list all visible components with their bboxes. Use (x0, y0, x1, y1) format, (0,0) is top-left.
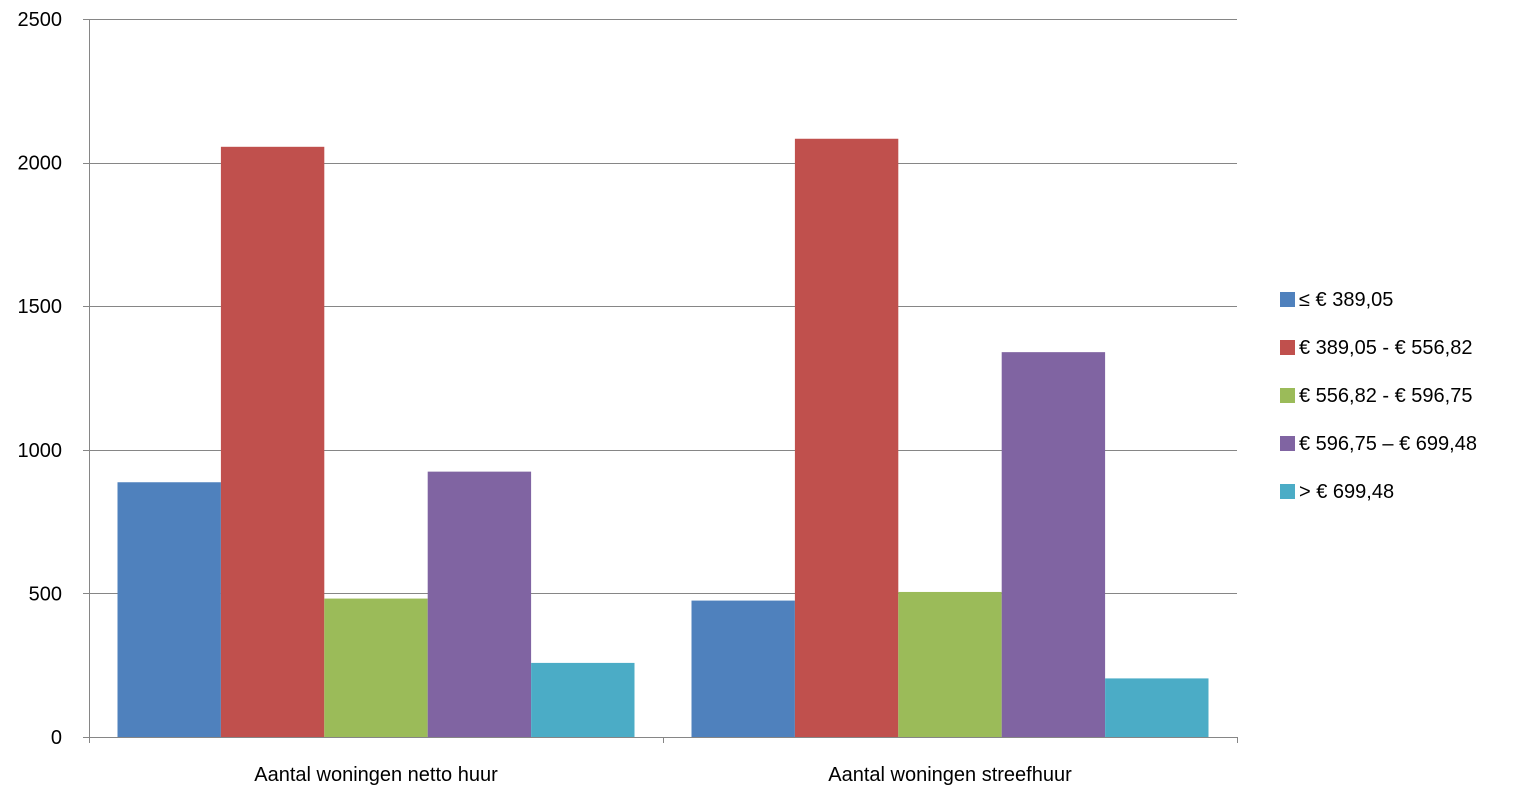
legend-swatch (1280, 484, 1295, 499)
legend-swatch (1280, 388, 1295, 403)
bar (898, 591, 1002, 737)
x-category-label: Aantal woningen streefhuur (828, 764, 1072, 786)
bar (220, 146, 325, 738)
y-tick-label: 0 (51, 727, 62, 749)
y-tick-label: 2500 (18, 9, 63, 31)
y-tick-label: 2000 (18, 153, 63, 175)
x-category-label: Aantal woningen netto huur (254, 764, 498, 786)
bars (117, 138, 1209, 738)
legend-label: € 556,82 - € 596,75 (1299, 385, 1472, 407)
y-tick-label: 1000 (18, 440, 63, 462)
bar (324, 598, 428, 737)
legend-swatch (1280, 436, 1295, 451)
bar (117, 482, 221, 737)
y-tick-label: 1500 (18, 296, 63, 318)
legend-swatch (1280, 292, 1295, 307)
legend: ≤ € 389,05 € 389,05 - € 556,82 € 556,82 - … (1280, 289, 1477, 503)
bar (1001, 352, 1106, 737)
bar (691, 600, 795, 737)
axes (83, 19, 1238, 743)
legend-label: € 596,75 – € 699,48 (1299, 433, 1477, 455)
bar (794, 138, 899, 737)
x-axis-category-labels: Aantal woningen netto huur Aantal woninge… (254, 764, 1072, 786)
bar (531, 662, 635, 737)
bar (1105, 678, 1209, 737)
y-tick-label: 500 (29, 583, 62, 605)
legend-label: € 389,05 - € 556,82 (1299, 337, 1472, 359)
legend-label: ≤ € 389,05 (1299, 289, 1393, 311)
legend-swatch (1280, 340, 1295, 355)
bar (427, 471, 532, 737)
y-axis-tick-labels: 0 500 1000 1500 2000 2500 (18, 9, 63, 749)
legend-label: > € 699,48 (1299, 481, 1394, 503)
